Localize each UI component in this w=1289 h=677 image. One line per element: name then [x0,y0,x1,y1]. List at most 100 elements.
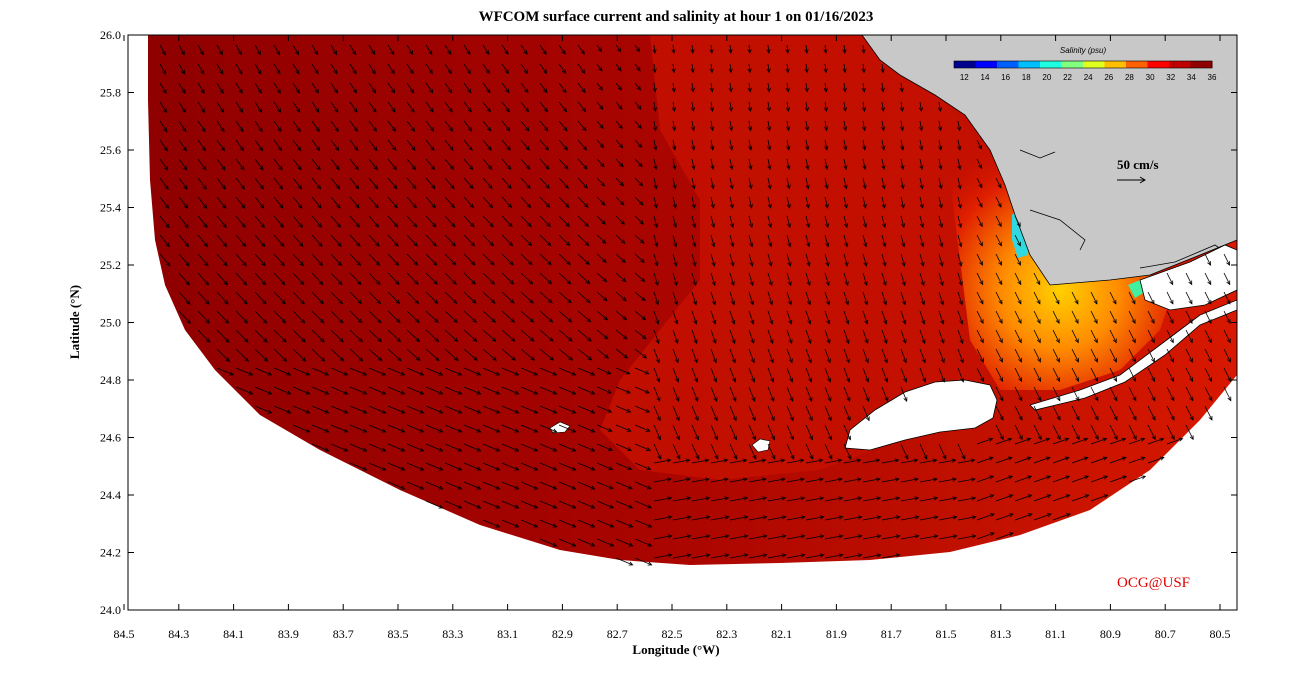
current-arrowhead [282,357,288,362]
current-arrowhead [1169,319,1174,325]
current-arrowhead [957,165,962,171]
current-arrowhead [400,371,406,376]
current-arrowhead [857,553,863,558]
current-arrowhead [525,126,530,132]
current-arrow [273,310,286,324]
current-arrow [1147,329,1155,343]
current-arrow [501,139,511,151]
current-arrow [1090,348,1098,363]
current-arrowhead [552,466,558,471]
current-arrow [197,101,205,113]
current-arrow [159,139,168,151]
current-arrow [938,367,945,382]
current-arrow [900,253,905,267]
current-arrow [691,272,697,286]
current-arrowhead [876,534,882,539]
current-arrowhead [805,165,810,171]
current-arrow [1147,424,1156,440]
current-arrow [672,253,677,267]
current-arrowhead [876,477,881,482]
current-arrow [406,329,420,342]
current-arrow [482,424,500,433]
current-arrowhead [390,50,395,56]
current-arrow [862,196,867,208]
current-arrow [748,497,767,502]
current-arrowhead [1046,494,1052,499]
current-arrow [919,367,926,382]
current-arrow [596,538,614,547]
current-arrowhead [686,553,692,558]
current-arrowhead [435,356,440,362]
current-arrowhead [352,50,357,56]
current-arrowhead [544,145,549,151]
current-arrow [387,44,395,55]
current-arrow [406,443,424,452]
current-arrow [843,234,848,247]
current-arrow [1185,291,1193,305]
current-arrowhead [546,241,552,247]
current-arrowhead [489,222,494,228]
current-arrow [349,196,360,209]
current-arrow [1014,215,1021,227]
current-arrowhead [1188,338,1193,344]
current-arrowhead [202,185,207,190]
current-arrow [824,554,843,559]
current-arrow [1052,367,1060,382]
current-arrow [425,367,443,376]
current-arrow [995,329,1003,343]
current-arrowhead [1036,338,1041,344]
current-arrow [558,481,576,490]
current-arrowhead [672,184,677,190]
current-arrowhead [1065,494,1071,499]
land-keys-chain [1029,299,1237,411]
current-arrowhead [1094,377,1099,383]
current-arrow [634,101,642,110]
current-arrow [387,196,398,209]
current-arrow [406,481,424,490]
current-arrow [368,63,376,74]
current-arrow [900,215,905,228]
current-arrowhead [1074,338,1079,344]
colorbar-label: 24 [1084,73,1093,82]
current-arrow [976,177,983,188]
current-arrowhead [731,319,736,325]
current-arrow [862,177,866,189]
current-arrowhead [628,561,634,566]
current-arrow [539,139,549,151]
current-arrowhead [652,49,657,54]
current-arrow [197,234,208,247]
current-arrowhead [336,203,341,209]
current-arrowhead [343,371,349,376]
x-tick-label: 81.9 [826,627,847,641]
current-arrow [786,554,805,559]
current-arrow [767,177,771,189]
current-arrow [862,234,867,247]
current-arrow [292,158,302,170]
current-arrow [786,234,791,247]
current-arrow [767,234,772,247]
current-arrowhead [676,454,681,460]
current-arrow [197,44,204,55]
current-arrow [444,63,452,74]
current-arrow [558,44,566,55]
current-arrow [691,44,694,53]
current-arrow [539,253,552,265]
current-arrowhead [622,335,628,340]
current-arrowhead [590,466,596,471]
current-arrowhead [333,69,338,75]
current-arrow [273,177,283,190]
current-arrowhead [780,458,786,463]
current-arrowhead [528,279,534,285]
current-arrow [881,497,900,502]
current-arrowhead [1056,377,1061,383]
current-arrow [425,82,434,93]
current-arrowhead [609,523,615,528]
current-arrowhead [1036,319,1041,325]
current-arrowhead [219,69,224,75]
current-arrowhead [528,260,533,266]
current-arrowhead [652,68,657,74]
current-arrowhead [238,69,243,75]
current-arrow [843,177,847,189]
current-arrowhead [882,242,887,248]
current-arrow [824,424,832,440]
